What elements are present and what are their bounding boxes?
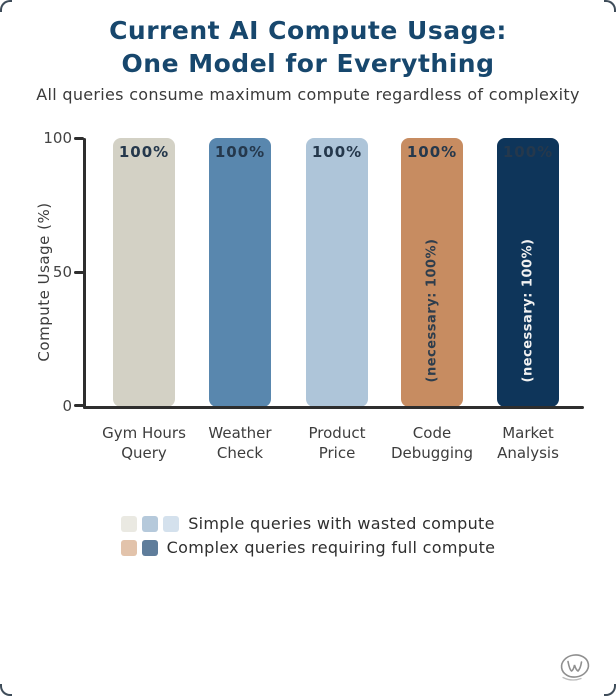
bar-value-label: 100% <box>406 143 458 161</box>
bar-value-label: 100% <box>118 143 170 161</box>
legend-label-simple: Simple queries with wasted compute <box>188 514 495 533</box>
x-category-line: Query <box>121 443 167 462</box>
y-tick-100 <box>74 137 84 140</box>
x-category-label: Product Price <box>267 424 407 464</box>
x-category-label: Market Analysis <box>458 424 598 464</box>
legend-swatch <box>120 539 137 556</box>
y-axis-label: Compute Usage (%) <box>35 202 53 362</box>
bar-market-analysis: 100% (necessary: 100%) <box>497 138 559 407</box>
rounded-corner-top-left <box>0 0 12 12</box>
x-category-line: Check <box>216 443 264 462</box>
chart-title-line1: Current AI Compute Usage: <box>109 16 507 45</box>
legend-swatch <box>163 515 180 532</box>
rounded-corner-bottom-right <box>604 684 616 696</box>
legend: Simple queries with wasted compute Compl… <box>0 514 616 557</box>
x-category-line: Debugging <box>390 443 474 462</box>
x-axis-line <box>83 406 584 409</box>
chart-header: Current AI Compute Usage: One Model for … <box>0 14 616 104</box>
legend-label-complex: Complex queries requiring full compute <box>166 538 496 557</box>
x-category-label: Code Debugging <box>362 424 502 464</box>
bar-product-price: 100% <box>306 138 368 407</box>
legend-row-complex: Complex queries requiring full compute <box>120 538 496 557</box>
chart-subtitle: All queries consume maximum compute rega… <box>36 85 580 104</box>
bar-value-label: 100% <box>214 143 266 161</box>
bar-gym-hours-query: 100% <box>113 138 175 407</box>
x-category-line: Gym Hours <box>102 424 186 442</box>
y-tick-label-50: 50 <box>52 263 72 281</box>
y-axis-line <box>83 138 86 409</box>
x-category-line: Market <box>502 424 554 442</box>
x-category-line: Code <box>412 424 452 442</box>
legend-swatch <box>141 539 158 556</box>
x-category-label: Weather Check <box>170 424 310 464</box>
legend-row-simple: Simple queries with wasted compute <box>121 514 495 533</box>
x-category-label: Gym Hours Query <box>74 424 214 464</box>
bar-annotation-text: (necessary: 100%) <box>520 238 536 383</box>
rounded-corner-bottom-left <box>0 684 12 696</box>
rounded-corner-top-right <box>604 0 616 12</box>
legend-swatch <box>142 515 159 532</box>
chart-title: Current AI Compute Usage: One Model for … <box>0 14 616 80</box>
watermark-signature-icon <box>560 654 590 681</box>
bar-annotation: (necessary: 100%) <box>401 214 463 407</box>
bar-value-label: 100% <box>311 143 363 161</box>
y-tick-50 <box>74 271 84 274</box>
x-category-line: Weather <box>208 424 272 442</box>
bar-value-label: 100% <box>502 143 554 161</box>
x-category-line: Product <box>308 424 366 442</box>
y-tick-label-0: 0 <box>62 397 72 415</box>
x-category-line: Analysis <box>497 443 559 462</box>
bar-annotation-text: (necessary: 100%) <box>424 238 440 383</box>
bar-annotation: (necessary: 100%) <box>497 214 559 407</box>
legend-swatch <box>121 515 138 532</box>
y-tick-0 <box>74 404 84 407</box>
chart-title-line2: One Model for Everything <box>121 49 495 78</box>
bar-code-debugging: 100% (necessary: 100%) <box>401 138 463 407</box>
y-tick-label-100: 100 <box>43 129 72 147</box>
bar-weather-check: 100% <box>209 138 271 407</box>
x-category-line: Price <box>318 443 356 462</box>
